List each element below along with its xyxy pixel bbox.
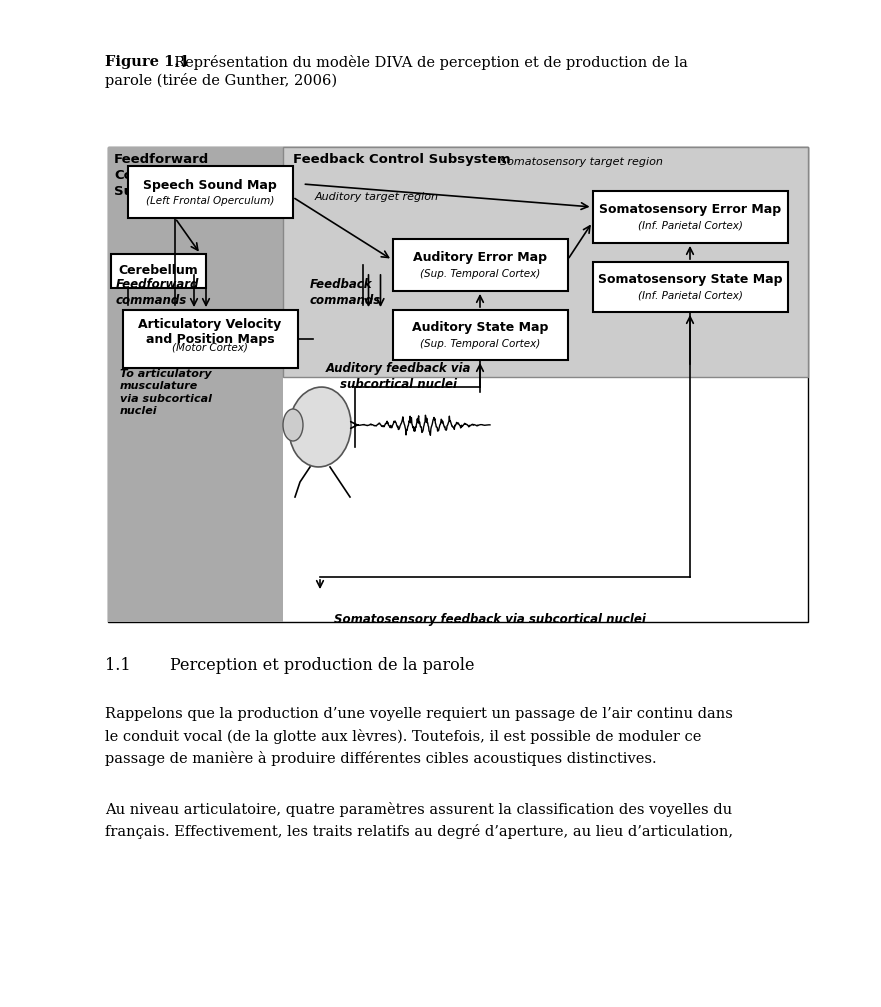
Text: 1.1: 1.1	[105, 657, 130, 674]
Text: (Inf. Parietal Cortex): (Inf. Parietal Cortex)	[638, 221, 743, 231]
Text: Feedforward
Control
Subsystem: Feedforward Control Subsystem	[114, 153, 210, 198]
Text: Figure 1.1: Figure 1.1	[105, 55, 189, 69]
Text: Somatosensory Error Map: Somatosensory Error Map	[599, 203, 781, 217]
Text: parole (tirée de Gunther, 2006): parole (tirée de Gunther, 2006)	[105, 73, 337, 88]
Text: Feedforward
commands: Feedforward commands	[116, 279, 199, 307]
Text: Feedback
commands: Feedback commands	[310, 279, 381, 307]
Text: Rappelons que la production d’une voyelle requiert un passage de l’air continu d: Rappelons que la production d’une voyell…	[105, 707, 733, 721]
Text: le conduit vocal (de la glotte aux lèvres). Toutefois, il est possible de module: le conduit vocal (de la glotte aux lèvre…	[105, 729, 701, 744]
FancyBboxPatch shape	[108, 147, 283, 622]
Text: Cerebellum: Cerebellum	[118, 265, 198, 278]
Text: Auditory Error Map: Auditory Error Map	[413, 252, 547, 265]
Text: (Inf. Parietal Cortex): (Inf. Parietal Cortex)	[638, 291, 743, 301]
FancyBboxPatch shape	[393, 239, 567, 291]
FancyBboxPatch shape	[593, 262, 788, 312]
Text: Au niveau articulatoire, quatre paramètres assurent la classification des voyell: Au niveau articulatoire, quatre paramètr…	[105, 802, 732, 817]
FancyBboxPatch shape	[283, 147, 808, 377]
Text: Speech Sound Map: Speech Sound Map	[143, 178, 277, 191]
Text: (Sup. Temporal Cortex): (Sup. Temporal Cortex)	[420, 269, 540, 279]
Ellipse shape	[283, 409, 303, 441]
Text: Feedback Control Subsystem: Feedback Control Subsystem	[293, 153, 511, 166]
Text: Auditory target region: Auditory target region	[315, 192, 439, 202]
Text: passage de manière à produire différentes cibles acoustiques distinctives.: passage de manière à produire différente…	[105, 751, 656, 766]
Text: (Sup. Temporal Cortex): (Sup. Temporal Cortex)	[420, 339, 540, 349]
FancyBboxPatch shape	[122, 310, 298, 368]
Text: To articulatory
musculature
via subcortical
nuclei: To articulatory musculature via subcorti…	[120, 369, 212, 416]
Text: français. Effectivement, les traits relatifs au degré d’aperture, au lieu d’arti: français. Effectivement, les traits rela…	[105, 824, 733, 839]
FancyBboxPatch shape	[593, 191, 788, 243]
FancyBboxPatch shape	[128, 166, 292, 218]
FancyBboxPatch shape	[393, 310, 567, 359]
Text: Auditory State Map: Auditory State Map	[411, 321, 548, 334]
Text: Représentation du modèle DIVA de perception et de production de la: Représentation du modèle DIVA de percept…	[165, 55, 688, 70]
Text: Somatosensory target region: Somatosensory target region	[500, 157, 663, 167]
Text: Auditory feedback via
subcortical nuclei: Auditory feedback via subcortical nuclei	[325, 362, 470, 391]
Text: (Motor Cortex): (Motor Cortex)	[172, 343, 248, 353]
Text: Perception et production de la parole: Perception et production de la parole	[170, 657, 475, 674]
Text: (Left Frontal Operculum): (Left Frontal Operculum)	[146, 196, 274, 206]
Text: Articulatory Velocity
and Position Maps: Articulatory Velocity and Position Maps	[138, 318, 282, 346]
Text: Somatosensory State Map: Somatosensory State Map	[597, 274, 782, 287]
FancyBboxPatch shape	[110, 254, 205, 288]
FancyBboxPatch shape	[108, 147, 808, 622]
Ellipse shape	[289, 387, 351, 467]
Text: Somatosensory feedback via subcortical nuclei: Somatosensory feedback via subcortical n…	[334, 613, 646, 626]
